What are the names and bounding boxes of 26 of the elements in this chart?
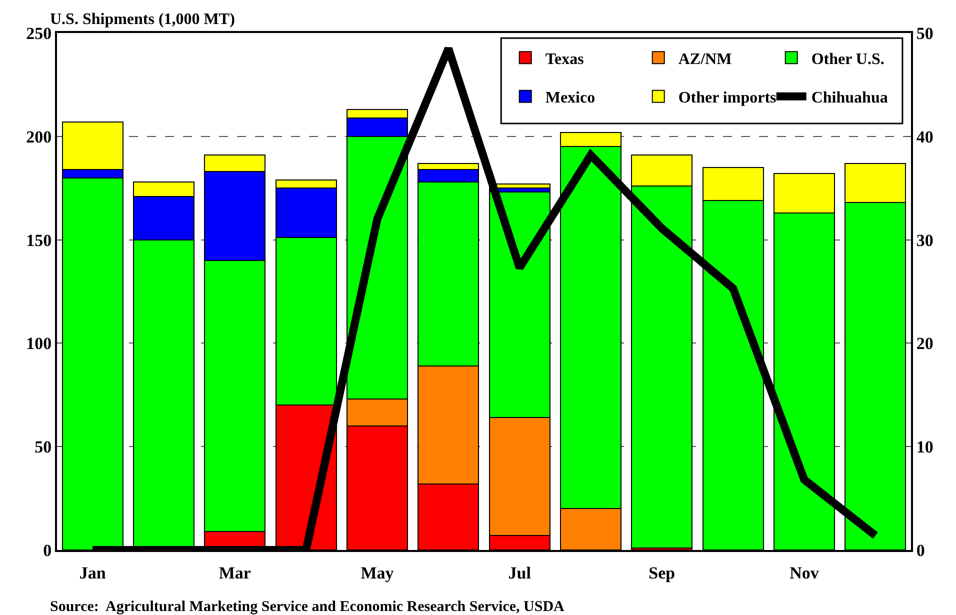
y2-tick-label: 30: [916, 230, 934, 250]
y-axis-title: U.S. Shipments (1,000 MT): [50, 11, 235, 28]
y2-tick-label: 50: [916, 24, 934, 43]
legend-label: Chihuahua: [811, 90, 888, 107]
source-note: Source: Agricultural Marketing Service and Economic Research Service, USDA: [50, 599, 565, 615]
legend-label: Other imports: [678, 90, 776, 107]
x-tick-label: Jan: [79, 563, 106, 582]
legend-label: AZ/NM: [678, 50, 732, 68]
legend-label: Texas: [545, 50, 584, 68]
y-tick-label: 100: [26, 334, 52, 354]
y2-tick-label: 0: [916, 540, 925, 560]
x-tick-label: Jul: [508, 563, 532, 582]
x-tick-label: May: [360, 563, 394, 582]
legend-label: Other U.S.: [811, 50, 884, 68]
legend-label: Mexico: [545, 90, 596, 107]
y-tick-label: 250: [26, 24, 52, 43]
y2-tick-label: 40: [916, 127, 934, 146]
y2-tick-label: 10: [916, 438, 934, 457]
x-tick-label: Sep: [648, 563, 676, 582]
y-tick-label: 200: [26, 127, 52, 146]
x-tick-label: Nov: [790, 563, 820, 582]
y2-tick-label: 20: [916, 334, 934, 354]
x-tick-label: Mar: [218, 563, 252, 582]
y-tick-label: 0: [43, 540, 52, 560]
y-tick-label: 150: [26, 230, 52, 250]
y-tick-label: 50: [34, 438, 52, 457]
